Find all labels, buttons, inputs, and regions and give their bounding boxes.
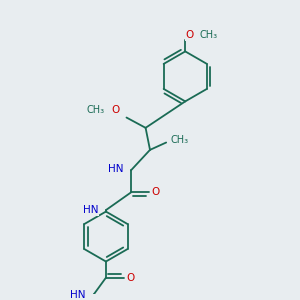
Text: HN: HN: [83, 205, 99, 215]
Text: O: O: [126, 273, 134, 283]
Text: CH₃: CH₃: [171, 135, 189, 145]
Text: O: O: [111, 105, 119, 115]
Text: CH₃: CH₃: [86, 105, 104, 115]
Text: O: O: [151, 188, 159, 197]
Text: O: O: [185, 30, 194, 40]
Text: HN: HN: [70, 290, 86, 300]
Text: CH₃: CH₃: [200, 30, 217, 40]
Text: HN: HN: [108, 164, 124, 174]
